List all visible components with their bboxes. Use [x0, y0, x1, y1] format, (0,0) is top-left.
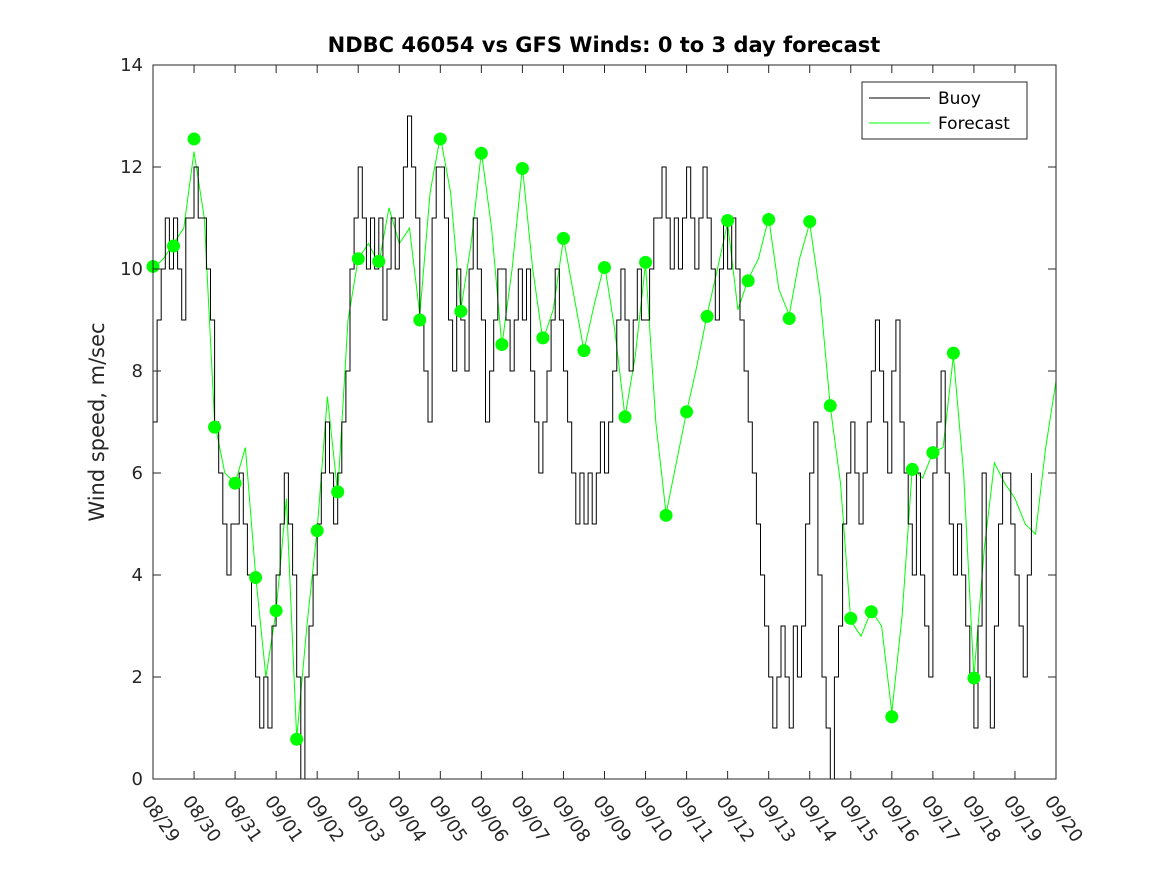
forecast-marker [905, 462, 919, 476]
forecast-marker [167, 239, 181, 253]
legend-label-forecast: Forecast [938, 114, 1010, 134]
forecast-marker [351, 252, 365, 266]
y-tick-label: 4 [132, 565, 143, 586]
forecast-marker [700, 309, 714, 323]
forecast-marker [762, 213, 776, 227]
forecast-marker [782, 311, 796, 325]
forecast-marker [864, 605, 878, 619]
forecast-marker [741, 274, 755, 288]
forecast-marker [598, 260, 611, 274]
forecast-marker [187, 132, 201, 146]
forecast-marker [228, 476, 242, 490]
forecast-marker [515, 162, 529, 176]
y-axis-label: Wind speed, m/sec [85, 322, 109, 521]
forecast-marker [680, 405, 694, 419]
y-tick-label: 10 [120, 259, 143, 280]
forecast-marker [372, 254, 386, 268]
forecast-marker [433, 132, 447, 146]
chart-title: NDBC 46054 vs GFS Winds: 0 to 3 day fore… [328, 33, 881, 57]
forecast-marker [618, 410, 632, 424]
forecast-marker [413, 313, 427, 327]
forecast-marker [823, 399, 837, 413]
forecast-marker [310, 524, 324, 538]
y-tick-label: 2 [132, 667, 143, 688]
forecast-marker [721, 214, 735, 228]
y-tick-label: 14 [120, 55, 143, 76]
legend: Buoy Forecast [861, 81, 1028, 140]
y-tick-label: 6 [132, 463, 143, 484]
marker-layer [146, 132, 981, 746]
y-axis: 0 2 4 6 8 10 12 14 [120, 55, 1056, 790]
forecast-marker [803, 215, 817, 229]
forecast-marker [269, 604, 283, 618]
forecast-marker [249, 571, 263, 585]
forecast-marker [967, 671, 981, 685]
y-tick-label: 0 [132, 769, 143, 790]
forecast-marker [208, 420, 222, 434]
y-tick-label: 8 [132, 361, 143, 382]
forecast-marker [946, 346, 960, 360]
forecast-marker [577, 344, 591, 358]
forecast-marker [639, 255, 653, 269]
forecast-marker [844, 611, 858, 625]
forecast-marker [495, 337, 509, 351]
forecast-marker [454, 304, 468, 318]
forecast-marker [659, 508, 673, 522]
legend-box [861, 81, 1028, 140]
forecast-marker [885, 710, 899, 724]
legend-label-buoy: Buoy [938, 89, 981, 109]
y-tick-label: 12 [120, 157, 143, 178]
forecast-marker [556, 231, 570, 245]
forecast-marker [331, 485, 345, 499]
forecast-marker [536, 331, 550, 345]
forecast-marker [290, 732, 304, 746]
forecast-marker [474, 146, 488, 160]
forecast-marker [926, 446, 940, 460]
